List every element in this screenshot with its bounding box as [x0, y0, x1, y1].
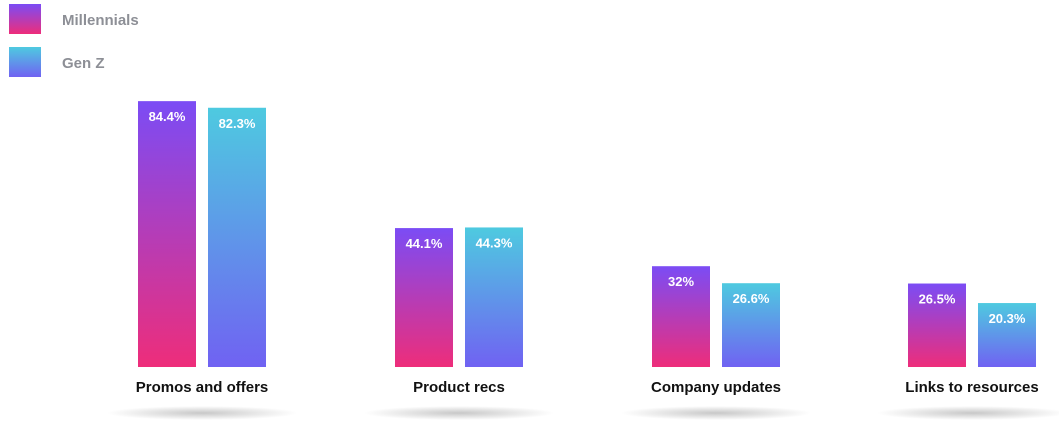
bar-gen-z-product-recs: [465, 227, 523, 367]
bar-gen-z-promos-and-offers: [208, 107, 266, 367]
category-label-company-updates: Company updates: [651, 379, 781, 396]
legend: Millennials Gen Z: [9, 4, 139, 77]
legend-label-millennials: Millennials: [62, 12, 139, 29]
series-gen-z: [208, 107, 1036, 367]
legend-label-gen-z: Gen Z: [62, 55, 105, 72]
data-label-millennials-company-updates: 32%: [668, 274, 694, 289]
data-label-millennials-links-to-resources: 26.5%: [919, 292, 956, 307]
category-shadow: [107, 406, 297, 420]
bar-millennials-product-recs: [395, 228, 453, 367]
bar-millennials-promos-and-offers: [138, 101, 196, 367]
legend-swatch-millennials: [9, 4, 41, 34]
series-millennials: [138, 101, 966, 367]
data-label-gen-z-company-updates: 26.6%: [733, 291, 770, 306]
data-label-gen-z-product-recs: 44.3%: [476, 235, 513, 250]
legend-swatch-gen-z: [9, 47, 41, 77]
category-shadow: [877, 406, 1059, 420]
legend-item-gen-z: Gen Z: [9, 47, 105, 77]
data-label-gen-z-links-to-resources: 20.3%: [989, 311, 1026, 326]
bar-gen-z-links-to-resources: [978, 303, 1036, 367]
category-shadow: [621, 406, 811, 420]
category-label-product-recs: Product recs: [413, 379, 505, 396]
category-label-links-to-resources: Links to resources: [905, 379, 1038, 396]
category-labels: Promos and offers Product recs Company u…: [136, 379, 1039, 396]
bar-millennials-links-to-resources: [908, 283, 966, 367]
data-label-millennials-promos-and-offers: 84.4%: [149, 109, 186, 124]
category-label-promos-and-offers: Promos and offers: [136, 379, 269, 396]
category-shadows: [107, 406, 1059, 420]
legend-item-millennials: Millennials: [9, 4, 139, 34]
category-shadow: [364, 406, 554, 420]
data-label-gen-z-promos-and-offers: 82.3%: [219, 116, 256, 131]
data-label-millennials-product-recs: 44.1%: [406, 236, 443, 251]
data-labels: 84.4% 44.1% 32% 26.5% 82.3% 44.3% 26.6% …: [149, 109, 1026, 326]
bar-gen-z-company-updates: [722, 283, 780, 367]
bar-millennials-company-updates: [652, 266, 710, 367]
